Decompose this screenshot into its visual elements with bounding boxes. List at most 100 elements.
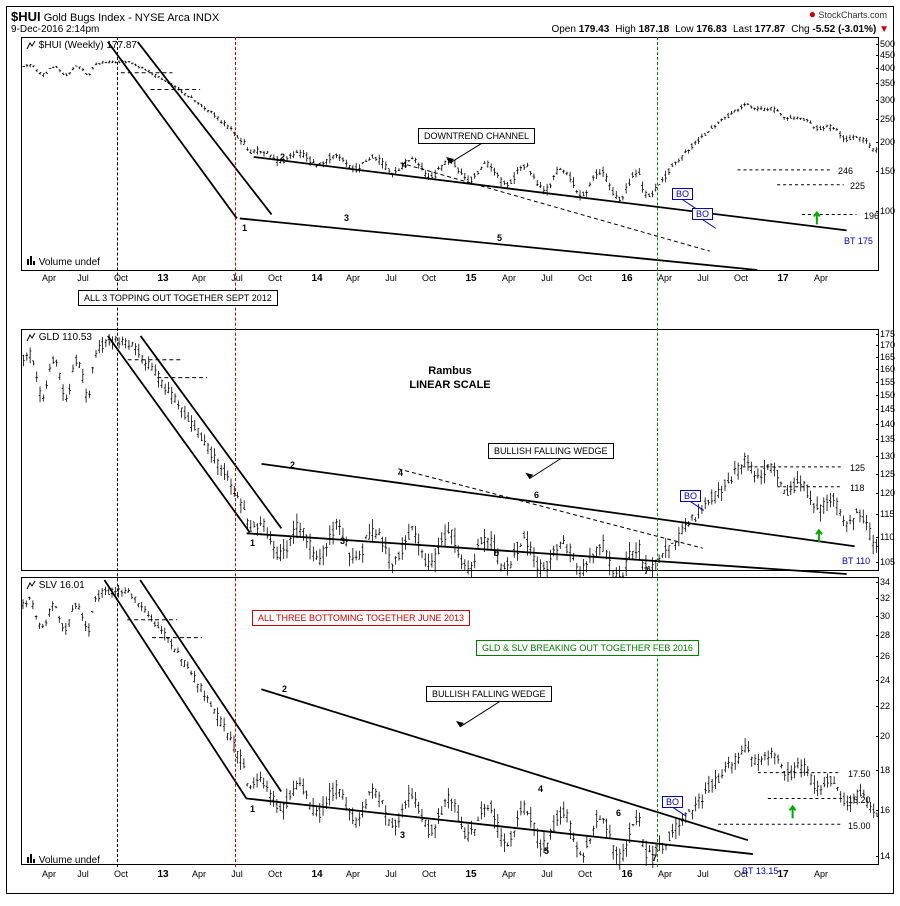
y-tick: 125 — [880, 469, 900, 479]
x-tick: Apr — [502, 869, 516, 879]
y-tick: 20 — [880, 731, 900, 741]
x-tick: Oct — [422, 273, 436, 283]
x-tick: 15 — [465, 869, 476, 880]
y-tick: 16 — [880, 805, 900, 815]
x-tick: Jul — [385, 869, 397, 879]
breakout-label: BO — [672, 188, 693, 200]
y-tick: 30 — [880, 611, 900, 621]
x-tick: Apr — [502, 273, 516, 283]
x-tick: Apr — [42, 273, 56, 283]
y-tick: 165 — [880, 352, 900, 362]
x-tick: Oct — [268, 869, 282, 879]
breakout-label: BO — [692, 208, 713, 220]
x-tick: Oct — [114, 869, 128, 879]
y-tick: 24 — [880, 675, 900, 685]
price-annotation: 196 — [864, 211, 879, 221]
x-tick: Jul — [541, 273, 553, 283]
x-tick: Jul — [697, 869, 709, 879]
callout-box: ALL 3 TOPPING OUT TOGETHER SEPT 2012 — [78, 290, 278, 306]
y-tick: 18 — [880, 765, 900, 775]
y-tick: 105 — [880, 557, 900, 567]
ticker-name: Gold Bugs Index - NYSE Arca INDX — [44, 12, 219, 24]
x-tick: 16 — [621, 273, 632, 284]
x-tick: Apr — [192, 273, 206, 283]
x-tick: 13 — [157, 273, 168, 284]
x-tick: 17 — [777, 869, 788, 880]
y-tick: 32 — [880, 593, 900, 603]
wave-number: 2 — [280, 152, 285, 162]
y-tick: 150 — [880, 166, 900, 176]
y-tick: 200 — [880, 137, 900, 147]
price-annotation: 16.20 — [848, 795, 871, 805]
wave-number: 2 — [290, 460, 295, 470]
callout-box: ALL THREE BOTTOMING TOGETHER JUNE 2013 — [252, 610, 470, 626]
y-tick: 145 — [880, 404, 900, 414]
volume-label-3: Volume undef — [26, 853, 100, 866]
y-tick: 250 — [880, 114, 900, 124]
volume-label-1: Volume undef — [26, 255, 100, 268]
price-annotation: 17.50 — [848, 769, 871, 779]
x-tick: 13 — [157, 869, 168, 880]
x-tick: Apr — [658, 273, 672, 283]
chart-container: ● StockCharts.com $HUI Gold Bugs Index -… — [6, 6, 894, 894]
price-annotation: 125 — [850, 463, 865, 473]
y-tick: 110 — [880, 532, 900, 542]
wave-number: 3 — [340, 536, 345, 546]
callout-box: DOWNTREND CHANNEL — [418, 128, 535, 144]
y-tick: 28 — [880, 630, 900, 640]
x-tick: Jul — [697, 273, 709, 283]
backtest-label: BT 175 — [844, 236, 873, 246]
high-value: 187.18 — [639, 24, 670, 35]
wave-number: 7 — [652, 853, 657, 863]
x-tick: 14 — [311, 273, 322, 284]
y-tick: 450 — [880, 50, 900, 60]
chart-header: ● StockCharts.com $HUI Gold Bugs Index -… — [7, 7, 893, 35]
wave-number: 5 — [497, 233, 502, 243]
panel-hui: $HUI (Weekly) 177.87 Volume undef 500450… — [21, 37, 879, 271]
last-value: 177.87 — [755, 24, 786, 35]
y-tick: 34 — [880, 577, 900, 587]
y-tick: 22 — [880, 701, 900, 711]
chg-value: -5.52 (-3.01%) — [812, 24, 876, 35]
y-tick: 135 — [880, 434, 900, 444]
vertical-line — [235, 37, 236, 867]
wave-number: 4 — [538, 784, 543, 794]
x-tick: Jul — [77, 869, 89, 879]
wave-number: 1 — [250, 804, 255, 814]
price-annotation: 118 — [850, 483, 864, 493]
x-tick: Jul — [385, 273, 397, 283]
panel3-title: SLV 16.01 — [26, 580, 85, 591]
breakout-label: BO — [680, 490, 701, 502]
x-tick: Jul — [231, 273, 243, 283]
wave-number: 1 — [242, 223, 247, 233]
wave-number: 6 — [616, 808, 621, 818]
y-tick: 150 — [880, 390, 900, 400]
wave-number: 5 — [544, 846, 549, 856]
callout-box: BULLISH FALLING WEDGE — [426, 686, 552, 702]
y-tick: 26 — [880, 651, 900, 661]
x-tick: Oct — [734, 273, 748, 283]
x-axis: AprJulOct13AprJulOct14AprJulOct15AprJulO… — [21, 273, 879, 287]
vertical-line — [657, 37, 658, 867]
wave-number: 1 — [250, 538, 255, 548]
wave-number: 3 — [400, 830, 405, 840]
y-tick: 130 — [880, 451, 900, 461]
wave-number: 6 — [534, 490, 539, 500]
price-annotation: 225 — [850, 181, 865, 191]
y-tick: 115 — [880, 509, 900, 519]
x-tick: 17 — [777, 273, 788, 284]
down-triangle-icon: ▼ — [879, 24, 889, 35]
y-tick: 400 — [880, 63, 900, 73]
x-tick: Apr — [346, 273, 360, 283]
y-tick: 500 — [880, 39, 900, 49]
y-tick: 14 — [880, 851, 900, 861]
x-tick: Oct — [268, 273, 282, 283]
y-tick: 170 — [880, 340, 900, 350]
y-tick: 350 — [880, 78, 900, 88]
price-annotation: 15.00 — [848, 821, 871, 831]
x-tick: 15 — [465, 273, 476, 284]
x-tick: Oct — [422, 869, 436, 879]
x-tick: 16 — [621, 869, 632, 880]
x-tick: 14 — [311, 869, 322, 880]
callout-box: GLD & SLV BREAKING OUT TOGETHER FEB 2016 — [476, 640, 699, 656]
